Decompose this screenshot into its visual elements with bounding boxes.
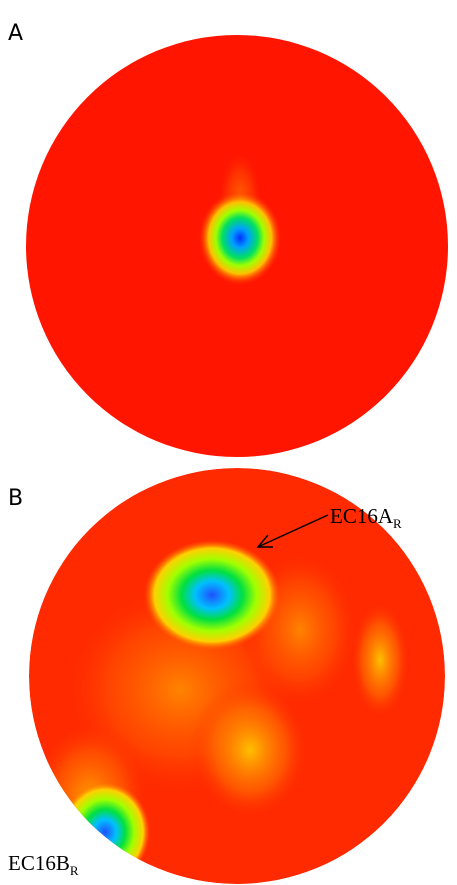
heatmap-b	[29, 468, 445, 884]
annotation-subscript: R	[70, 863, 79, 878]
annotation-subscript: R	[393, 516, 402, 531]
annotation-text: EC16A	[330, 504, 394, 528]
annotation: EC16AR	[330, 504, 402, 531]
arrow	[259, 514, 329, 547]
annotation-text: EC16B	[8, 851, 70, 875]
panel-label: A	[8, 21, 23, 46]
annotation: EC16BR	[8, 851, 79, 878]
panel-label: B	[8, 486, 23, 511]
heatmap-a	[26, 35, 448, 457]
arrowhead	[256, 534, 273, 548]
